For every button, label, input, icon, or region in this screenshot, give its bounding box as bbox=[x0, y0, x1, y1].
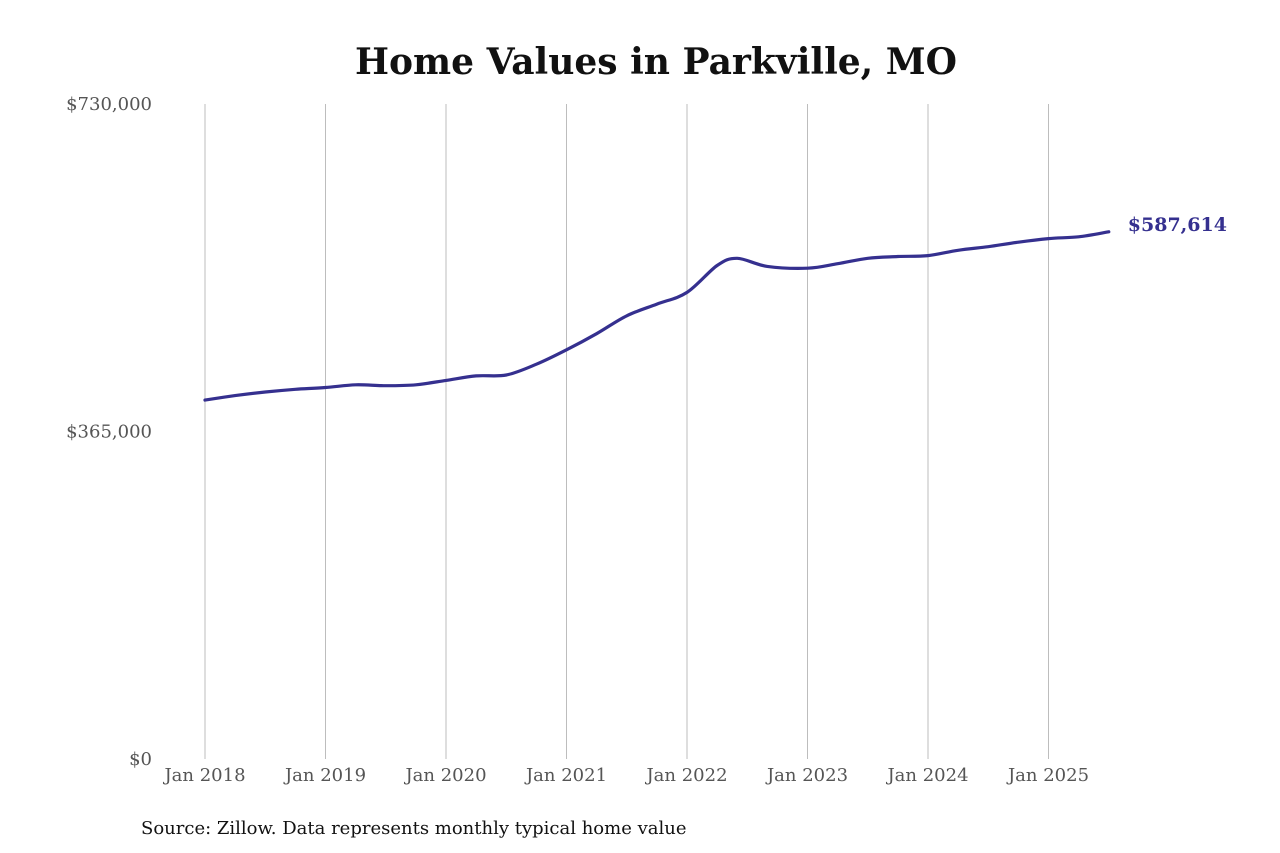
y-tick-label: $0 bbox=[129, 749, 152, 770]
home-value-line bbox=[203, 230, 1111, 402]
source-note: Source: Zillow. Data represents monthly … bbox=[141, 818, 687, 839]
x-tick-label: Jan 2025 bbox=[1006, 765, 1089, 786]
x-tick-label: Jan 2019 bbox=[283, 765, 366, 786]
y-tick-label: $365,000 bbox=[66, 422, 152, 443]
x-tick-label: Jan 2020 bbox=[403, 765, 486, 786]
chart-title: Home Values in Parkville, MO bbox=[355, 41, 957, 83]
y-tick-label: $730,000 bbox=[66, 94, 152, 115]
latest-value-label: $587,614 bbox=[1128, 214, 1227, 236]
y-axis-tick-labels: $0 $365,000 $730,000 bbox=[66, 94, 152, 770]
vertical-gridlines bbox=[204, 104, 1049, 759]
x-tick-label: Jan 2023 bbox=[765, 765, 848, 786]
x-tick-label: Jan 2021 bbox=[524, 765, 607, 786]
x-axis-tick-labels: Jan 2018 Jan 2019 Jan 2020 Jan 2021 Jan 2022… bbox=[162, 765, 1089, 786]
x-tick-label: Jan 2024 bbox=[885, 765, 968, 786]
x-tick-label: Jan 2022 bbox=[644, 765, 727, 786]
x-tick-label: Jan 2018 bbox=[162, 765, 245, 786]
